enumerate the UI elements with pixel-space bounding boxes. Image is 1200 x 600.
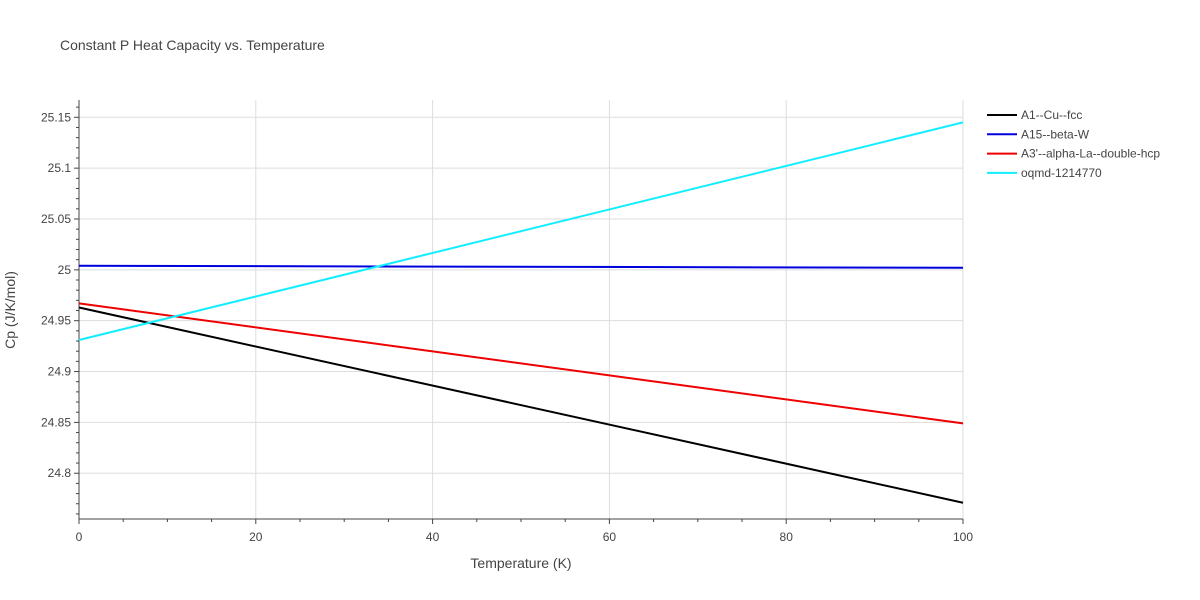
legend-item[interactable]: oqmd-1214770 xyxy=(987,166,1102,180)
x-axis-title: Temperature (K) xyxy=(470,555,571,571)
series-line-4 xyxy=(78,121,964,341)
grid-layer xyxy=(79,100,964,519)
series-line-1 xyxy=(78,306,964,504)
legend-label: A3'--alpha-La--double-hcp xyxy=(1021,147,1160,161)
y-tick-label: 25.15 xyxy=(41,110,71,124)
series-line-3 xyxy=(78,302,964,425)
legend-item[interactable]: A15--beta-W xyxy=(987,127,1090,141)
legend-item[interactable]: A3'--alpha-La--double-hcp xyxy=(987,147,1160,161)
legend-label: A1--Cu--fcc xyxy=(1021,108,1082,122)
y-tick-label: 24.85 xyxy=(41,415,71,429)
legend-item[interactable]: A1--Cu--fcc xyxy=(987,108,1082,122)
x-tick-label: 40 xyxy=(426,530,440,544)
series-layer xyxy=(78,121,964,504)
series-line-2 xyxy=(78,264,964,269)
legend-label: A15--beta-W xyxy=(1021,127,1090,141)
legend[interactable]: A1--Cu--fcc A15--beta-W A3'--alpha-La--dou… xyxy=(987,108,1160,180)
legend-label: oqmd-1214770 xyxy=(1021,166,1102,180)
y-axis-title: Cp (J/K/mol) xyxy=(2,271,18,349)
x-tick-label: 60 xyxy=(603,530,617,544)
x-tick-label: 20 xyxy=(249,530,263,544)
y-tick-label: 24.9 xyxy=(48,365,72,379)
y-tick-label: 24.95 xyxy=(41,314,71,328)
x-tick-label: 0 xyxy=(76,530,83,544)
axes-layer xyxy=(78,100,963,520)
x-tick-label: 100 xyxy=(953,530,973,544)
y-tick-label: 25.05 xyxy=(41,212,71,226)
x-tick-label: 80 xyxy=(780,530,794,544)
y-tick-label: 25 xyxy=(58,263,72,277)
ticks-layer: 0 20 40 60 80 100 24.8 24.85 24.9 24.95 25 25.05 25.… xyxy=(41,106,973,544)
chart-title: Constant P Heat Capacity vs. Temperature xyxy=(60,37,325,53)
y-tick-label: 24.8 xyxy=(48,466,72,480)
y-tick-label: 25.1 xyxy=(48,161,72,175)
